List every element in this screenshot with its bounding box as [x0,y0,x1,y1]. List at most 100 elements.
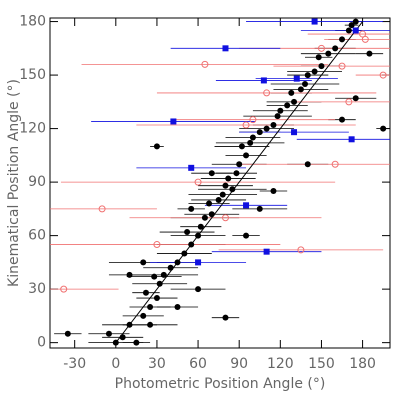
point [238,143,245,150]
point [277,107,284,114]
point [304,72,311,79]
point [126,271,133,278]
x-tick-label: 30 [148,356,166,372]
point [318,63,325,70]
x-tick-label: -30 [63,356,86,372]
point [170,118,177,125]
point [352,95,359,102]
point [147,321,154,328]
x-tick-label: 60 [189,356,207,372]
point [147,303,154,310]
point [288,89,295,96]
point [274,113,281,120]
point [222,314,229,321]
point [181,250,188,257]
point [270,122,277,129]
point [119,334,126,341]
point [325,50,332,57]
point [293,75,300,82]
fit-line [115,21,363,343]
y-tick-label: 60 [28,228,46,244]
point [260,77,267,84]
point [236,161,243,168]
point [142,289,149,296]
point [348,136,355,143]
point [332,45,339,52]
point [98,205,106,213]
x-tick-label: 180 [349,356,376,372]
point [297,86,304,93]
y-axis-label: Kinematical Position Angle (°) [6,79,22,287]
point [311,18,318,25]
point [201,214,208,221]
point [263,89,271,97]
point [174,303,181,310]
point [352,27,359,34]
point [195,286,202,293]
point [208,211,215,218]
point [311,68,318,75]
point [140,259,147,266]
point [297,246,305,254]
point [302,81,308,87]
y-tick-label: 150 [19,67,46,83]
point [219,191,226,198]
point [229,186,236,193]
x-tick-label: 120 [267,356,294,372]
point [366,50,373,57]
y-tick-label: 120 [19,121,46,137]
point [270,188,277,195]
point [215,196,222,203]
plot-frame [49,17,391,349]
point [222,182,229,189]
point [153,295,160,302]
point [256,205,263,212]
y-tick-label: 180 [19,14,46,30]
point [242,121,250,129]
point [60,285,68,293]
point [249,116,257,124]
point [345,98,353,106]
point [225,175,232,182]
point [195,259,202,266]
point [256,129,263,136]
point [160,271,167,278]
point [153,241,161,249]
point [348,22,355,29]
point [201,60,209,68]
point [197,223,204,230]
point [126,321,133,328]
point [249,134,256,141]
point [263,248,270,255]
point [243,232,250,239]
point [188,164,195,171]
point [195,232,202,239]
point [291,98,298,105]
point [151,273,158,280]
point [174,259,181,266]
x-tick-label: 90 [230,356,248,372]
point [339,36,346,43]
x-tick-label: 150 [308,356,335,372]
point [105,330,112,337]
y-tick-label: 30 [28,281,46,297]
y-tick-label: 0 [37,335,46,351]
point [291,129,298,136]
x-tick-label: 0 [111,356,120,372]
point [247,139,254,146]
point [315,54,322,61]
point [184,229,191,236]
point [156,280,163,287]
point [194,178,202,186]
point [243,202,250,209]
point [188,241,195,248]
point [339,116,346,123]
point [263,125,270,132]
point [331,160,339,168]
point [206,200,213,207]
point [379,71,387,79]
point [153,143,160,150]
point [133,339,140,346]
point [284,102,291,109]
